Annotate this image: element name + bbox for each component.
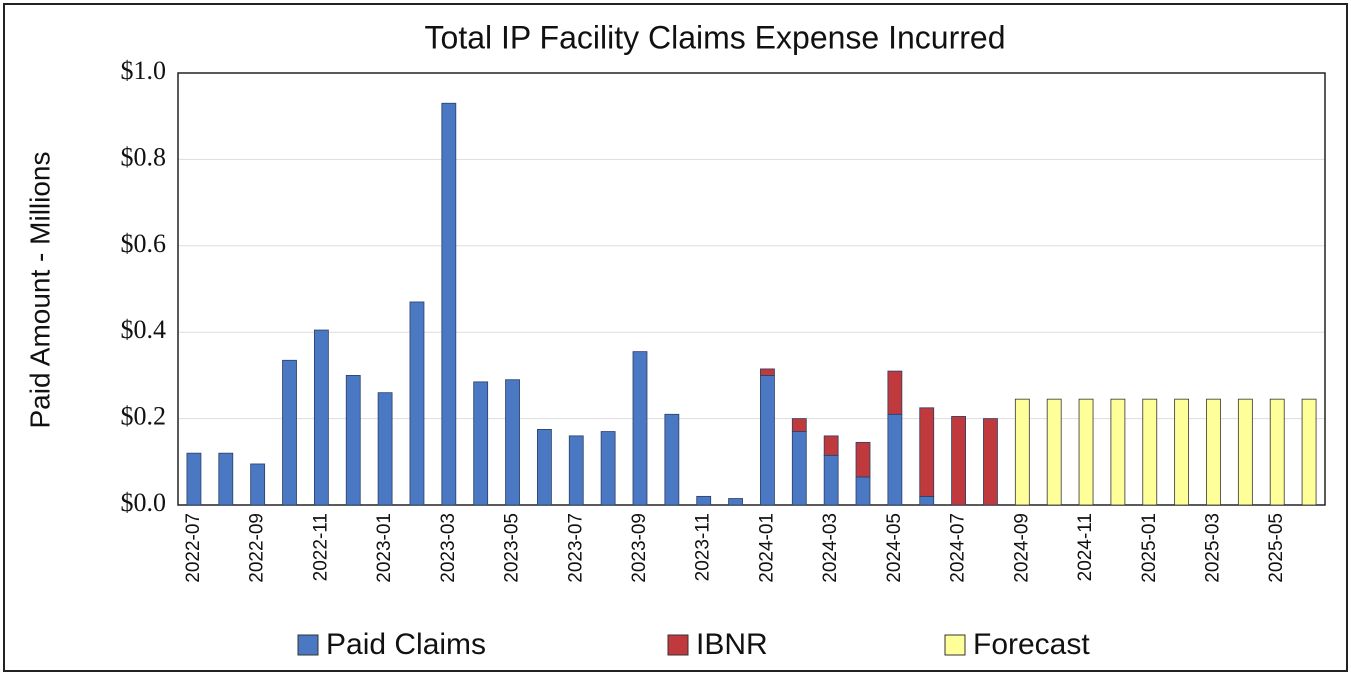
x-tick-label: 2022-11: [310, 513, 331, 581]
x-tick-label: 2025-05: [1266, 513, 1287, 583]
legend-swatch: [297, 634, 319, 656]
bar: [855, 476, 871, 506]
bar: [1078, 398, 1094, 506]
bar: [887, 370, 903, 415]
bar: [664, 413, 680, 506]
x-tick-label: 2023-09: [629, 513, 650, 583]
bar: [791, 431, 807, 506]
x-tick-label: 2024-01: [756, 513, 777, 583]
chart-title: Total IP Facility Claims Expense Incurre…: [425, 19, 1006, 55]
legend-label: Forecast: [973, 628, 1090, 661]
y-tick-label: $0.0: [121, 488, 167, 517]
bar: [1301, 398, 1317, 506]
bar: [696, 495, 712, 506]
bar: [823, 435, 839, 456]
bar: [760, 374, 775, 506]
legend-label: Paid Claims: [326, 628, 486, 661]
bar: [1206, 398, 1221, 506]
bar: [919, 495, 935, 506]
bar: [887, 413, 903, 506]
x-tick-label: 2022-07: [183, 513, 204, 583]
bar: [791, 418, 807, 432]
x-tick-label: 2023-11: [693, 513, 714, 581]
bar: [345, 374, 361, 506]
bar: [250, 463, 266, 506]
x-tick-label: 2023-05: [502, 513, 523, 583]
y-tick-label: $1.0: [121, 56, 167, 85]
bar: [728, 498, 743, 506]
bar: [1014, 398, 1030, 506]
bar: [218, 452, 234, 506]
bar: [377, 392, 393, 506]
bar: [760, 368, 775, 376]
bar: [1269, 398, 1285, 506]
bar: [505, 379, 520, 506]
bar: [441, 102, 457, 506]
legend-swatch: [667, 634, 689, 656]
y-tick-label: $0.8: [121, 142, 167, 171]
bar: [186, 452, 202, 506]
legend-swatch: [944, 634, 966, 656]
x-tick-label: 2024-07: [948, 513, 969, 583]
x-tick-label: 2023-01: [374, 513, 395, 583]
bar: [1174, 398, 1190, 506]
bar: [632, 351, 648, 506]
y-tick-label: $0.6: [121, 229, 167, 258]
x-tick-label: 2024-03: [820, 513, 841, 583]
bar: [1046, 398, 1062, 506]
bar: [983, 418, 998, 506]
x-tick-label: 2024-11: [1075, 513, 1096, 581]
bar: [855, 441, 871, 478]
bar: [1142, 398, 1158, 506]
bar: [600, 431, 616, 506]
bar: [951, 416, 966, 506]
x-tick-label: 2025-01: [1139, 513, 1160, 583]
y-axis-label: Paid Amount - Millions: [24, 151, 55, 428]
bar: [1237, 398, 1253, 506]
bar: [919, 407, 935, 497]
legend-label: IBNR: [696, 628, 768, 661]
x-tick-label: 2023-07: [565, 513, 586, 583]
bar: [313, 329, 329, 506]
x-tick-label: 2024-09: [1011, 513, 1032, 583]
bar: [823, 454, 839, 506]
x-tick-label: 2024-05: [884, 513, 905, 583]
x-tick-label: 2022-09: [247, 513, 268, 583]
bar: [282, 359, 297, 506]
y-tick-label: $0.2: [121, 402, 167, 431]
x-tick-label: 2025-03: [1203, 513, 1224, 583]
bar: [473, 381, 489, 506]
plot-area: [177, 72, 1326, 506]
bar: [537, 428, 552, 506]
bar: [1110, 398, 1126, 506]
y-tick-label: $0.4: [121, 315, 167, 344]
x-tick-label: 2023-03: [438, 513, 459, 583]
frame: [3, 3, 1348, 672]
bar: [568, 435, 584, 506]
bar: [409, 301, 425, 506]
